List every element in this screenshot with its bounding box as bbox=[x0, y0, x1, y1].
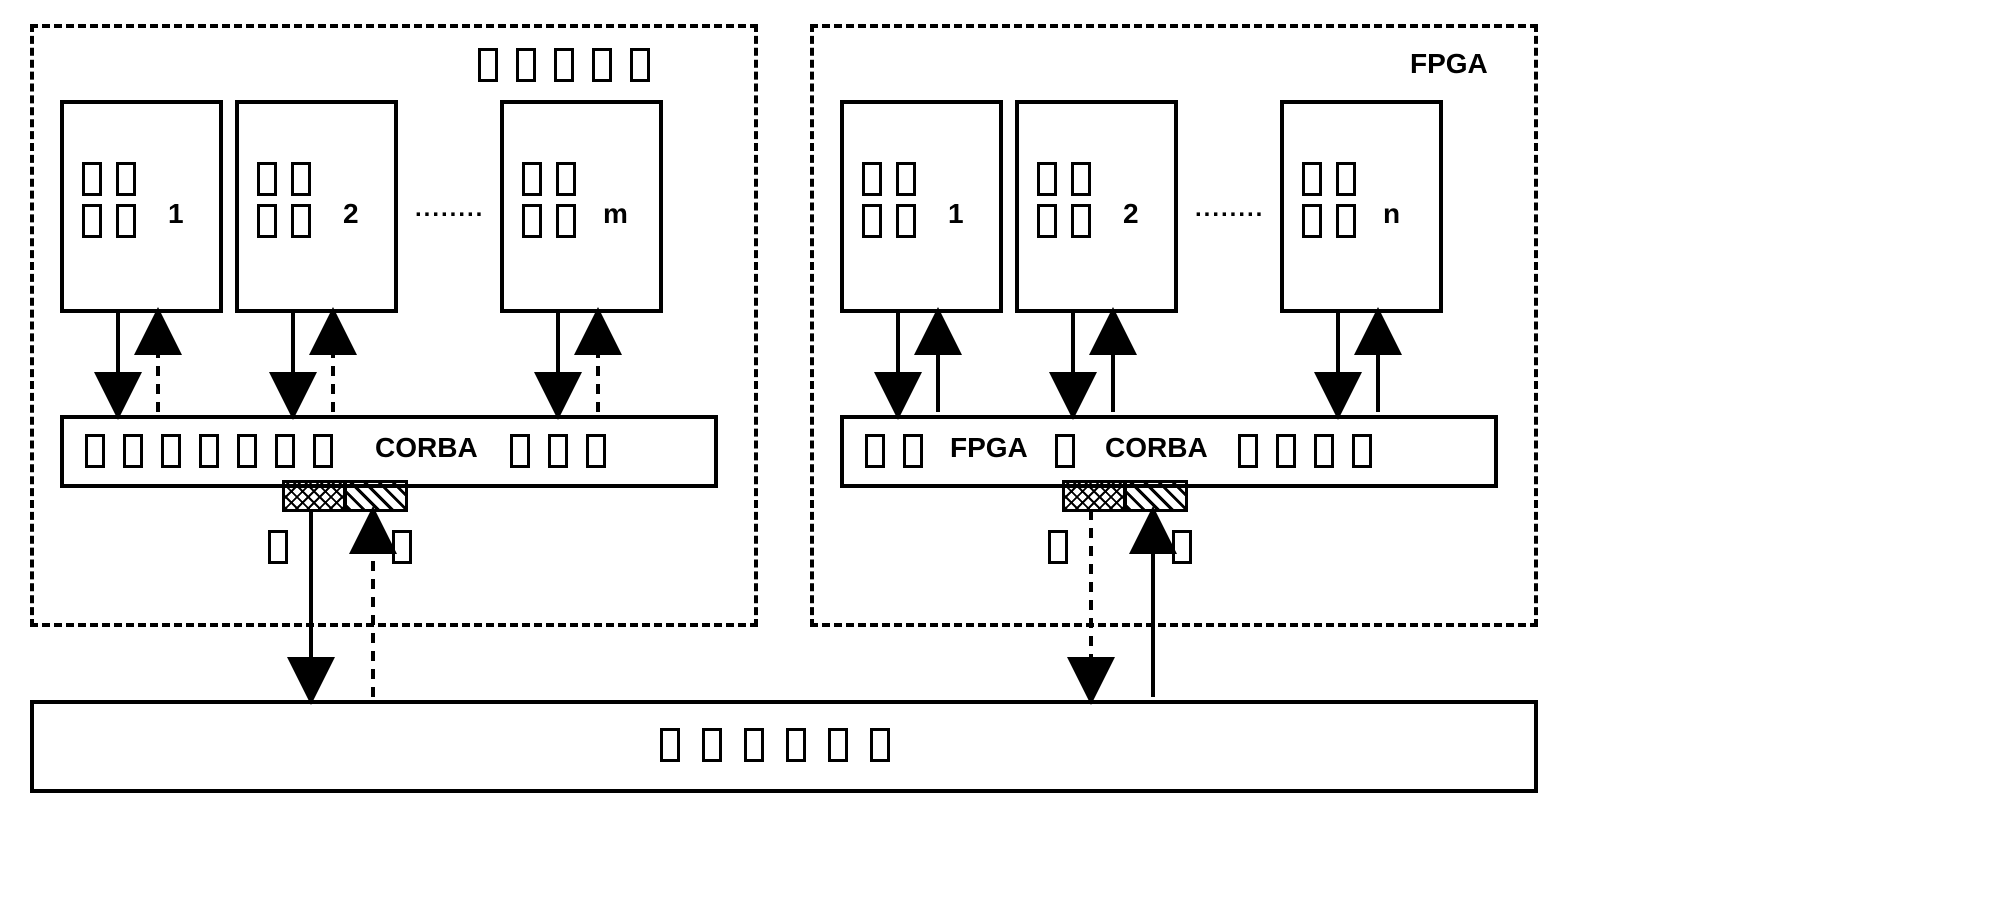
fpga-label: FPGA bbox=[950, 432, 1028, 464]
port-rect bbox=[1172, 530, 1192, 564]
component-number: n bbox=[1383, 198, 1400, 230]
comp-rect bbox=[1071, 204, 1091, 238]
bar-rect bbox=[1352, 434, 1372, 468]
title-rect bbox=[592, 48, 612, 82]
comp-rect bbox=[522, 204, 542, 238]
comp-rect bbox=[896, 204, 916, 238]
port-rect bbox=[268, 530, 288, 564]
bar-rect bbox=[237, 434, 257, 468]
bottom-rect bbox=[786, 728, 806, 762]
comp-rect bbox=[82, 162, 102, 196]
comp-rect bbox=[116, 162, 136, 196]
bar-rect bbox=[85, 434, 105, 468]
title-rect bbox=[478, 48, 498, 82]
comp-rect bbox=[556, 162, 576, 196]
title-rect bbox=[630, 48, 650, 82]
bottom-rect bbox=[828, 728, 848, 762]
bottom-bar bbox=[30, 700, 1538, 793]
title-rect bbox=[554, 48, 574, 82]
bottom-rect bbox=[702, 728, 722, 762]
bar-rect bbox=[1314, 434, 1334, 468]
component-number: 1 bbox=[948, 198, 964, 230]
comp-rect bbox=[1037, 162, 1057, 196]
diag-hatch-box bbox=[1124, 480, 1188, 512]
cross-hatch-box bbox=[282, 480, 346, 512]
comp-rect bbox=[291, 162, 311, 196]
corba-label: CORBA bbox=[375, 432, 478, 464]
comp-rect bbox=[862, 162, 882, 196]
component-number: 1 bbox=[168, 198, 184, 230]
bar-rect bbox=[161, 434, 181, 468]
comp-rect bbox=[1037, 204, 1057, 238]
comp-rect bbox=[1071, 162, 1091, 196]
bar-rect bbox=[548, 434, 568, 468]
comp-rect bbox=[1336, 204, 1356, 238]
port-rect bbox=[392, 530, 412, 564]
diag-hatch-box bbox=[344, 480, 408, 512]
comp-rect bbox=[896, 162, 916, 196]
comp-rect bbox=[257, 162, 277, 196]
cross-hatch-box bbox=[1062, 480, 1126, 512]
bar-rect bbox=[510, 434, 530, 468]
comp-rect bbox=[862, 204, 882, 238]
bar-rect bbox=[1238, 434, 1258, 468]
bar-rect bbox=[275, 434, 295, 468]
bottom-rect bbox=[744, 728, 764, 762]
comp-rect bbox=[291, 204, 311, 238]
comp-rect bbox=[1302, 204, 1322, 238]
comp-rect bbox=[1336, 162, 1356, 196]
port-rect bbox=[1048, 530, 1068, 564]
bar-rect bbox=[865, 434, 885, 468]
bar-rect bbox=[1055, 434, 1075, 468]
bottom-rect bbox=[870, 728, 890, 762]
comp-rect bbox=[1302, 162, 1322, 196]
comp-rect bbox=[556, 204, 576, 238]
bar-rect bbox=[199, 434, 219, 468]
corba-label: CORBA bbox=[1105, 432, 1208, 464]
ellipsis: ........ bbox=[1195, 195, 1264, 223]
bar-rect bbox=[313, 434, 333, 468]
block-diagram: 1 2 ........ m CORBA FPGA 1 2 ...... bbox=[20, 20, 1989, 904]
bar-rect bbox=[1276, 434, 1296, 468]
bottom-rect bbox=[660, 728, 680, 762]
component-number: 2 bbox=[343, 198, 359, 230]
bar-rect bbox=[586, 434, 606, 468]
fpga-title: FPGA bbox=[1410, 48, 1488, 80]
component-number: m bbox=[603, 198, 628, 230]
component-number: 2 bbox=[1123, 198, 1139, 230]
title-rect bbox=[516, 48, 536, 82]
bar-rect bbox=[903, 434, 923, 468]
comp-rect bbox=[522, 162, 542, 196]
ellipsis: ........ bbox=[415, 195, 484, 223]
comp-rect bbox=[82, 204, 102, 238]
bar-rect bbox=[123, 434, 143, 468]
comp-rect bbox=[257, 204, 277, 238]
comp-rect bbox=[116, 204, 136, 238]
